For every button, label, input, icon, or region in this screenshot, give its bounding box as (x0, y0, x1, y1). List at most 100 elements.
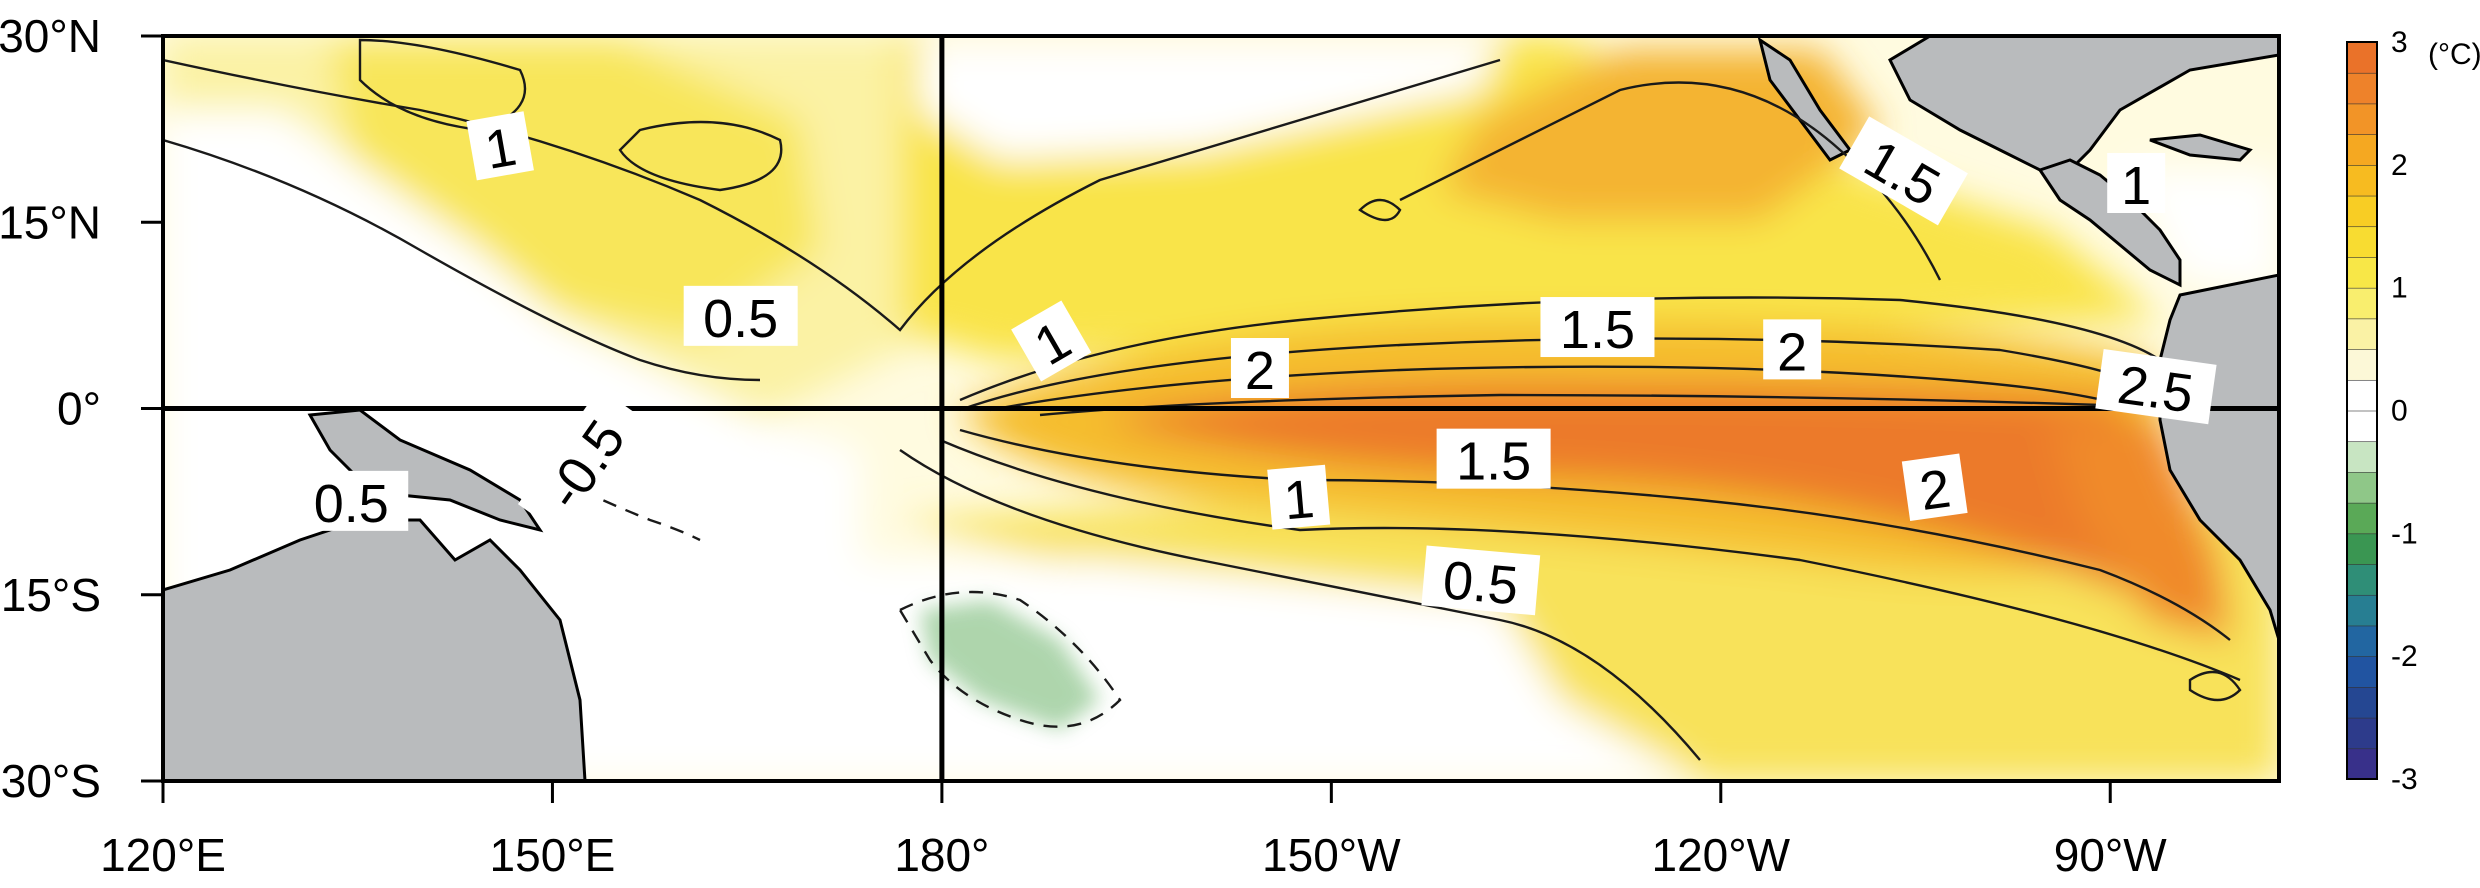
contour-label-text: 0.5 (314, 474, 389, 534)
y-tick-label: 0° (57, 383, 101, 435)
colorbar-band (2346, 502, 2378, 535)
colorbar: 3 2 1 0 -1 -2 -3 (°C) (2346, 26, 2480, 796)
contour-label-text: 2 (1245, 341, 1275, 401)
contour-label-background (2095, 349, 2217, 425)
colorbar-band (2346, 533, 2378, 565)
contour-label-background (1011, 300, 1092, 382)
colorbar-band (2346, 72, 2378, 105)
colorbar-frame (2346, 41, 2378, 780)
contour-label: 2.5 (2095, 349, 2217, 425)
contour-label: 0.5 (1421, 545, 1541, 616)
contour-equator-2.5 (1039, 393, 2101, 417)
colorbar-band (2346, 379, 2378, 412)
contour-label-text: 0.5 (703, 289, 778, 349)
y-tick-label: 30°N (0, 10, 101, 62)
contour-label-background (466, 111, 534, 181)
colorbar-band (2346, 225, 2378, 258)
anomaly-region-ne-pacific-warm (1440, 50, 1880, 220)
contour-equator-2 (989, 365, 2141, 412)
colorbar-ticks: 3 2 1 0 -1 -2 -3 (2391, 26, 2418, 796)
y-tick-label: 15°N (0, 196, 101, 248)
anomaly-region-equatorial-core (1100, 384, 2200, 600)
contour-label: 0.5 (294, 470, 409, 534)
colorbar-band (2346, 563, 2378, 596)
x-tick-label: 150°E (490, 829, 616, 881)
contour-label-text: 1 (1281, 469, 1316, 531)
colorbar-band (2346, 717, 2378, 750)
colorbar-band (2346, 471, 2378, 504)
contour-label-background (1763, 319, 1822, 380)
colorbar-tick-label: 3 (2391, 26, 2408, 59)
map-plot-area: 10.5 1 21.5 22.51.5 11.51 20.50.5 -0.5 (163, 36, 2279, 781)
contour-0.5-north (163, 138, 761, 382)
contour-south-1.5 (959, 428, 2231, 641)
contour-negative-dashed (898, 590, 1122, 728)
contour-label-background (1901, 453, 1968, 521)
contour-label: 1.5 (1436, 428, 1551, 492)
contour-label: 0.5 (683, 285, 798, 349)
colorbar-tick-label: 0 (2391, 395, 2408, 428)
colorbar-band (2346, 287, 2378, 320)
contour-nw-loop (358, 38, 527, 132)
contour-label: 1.5 (1540, 297, 1655, 360)
contour-label: 2 (1763, 319, 1822, 382)
contour-label: 1 (2107, 153, 2166, 216)
colorbar-band (2346, 747, 2378, 780)
contour-label-background (1540, 297, 1655, 358)
land-australia (163, 518, 587, 781)
colorbar-unit-label: (°C) (2428, 38, 2480, 71)
colorbar-band (2346, 625, 2378, 657)
colorbar-band (2346, 686, 2378, 719)
colorbar-band (2346, 655, 2378, 688)
colorbar-band (2346, 256, 2378, 289)
colorbar-tick-label: -2 (2391, 640, 2418, 673)
contour-nw-loop-2 (618, 120, 783, 192)
contour-label: 1 (1011, 300, 1092, 382)
contour-label-background (294, 470, 409, 531)
contour-label-text: 2.5 (2114, 355, 2197, 425)
contour-label: 2 (1901, 453, 1968, 522)
colorbar-tick-label: 1 (2391, 272, 2408, 305)
colorbar-band (2346, 410, 2378, 443)
colorbar-band (2346, 164, 2378, 197)
contour-label: 2 (1230, 338, 1289, 401)
x-tick-label: 150°W (1262, 829, 1401, 881)
contour-label-text: 2 (1777, 322, 1807, 382)
contour-label-text: 0.5 (1441, 550, 1521, 616)
y-tick-label: -15°S (0, 569, 101, 621)
contour-label-background (517, 387, 649, 539)
colorbar-band (2346, 348, 2378, 381)
land-central-america (2037, 158, 2182, 288)
x-axis-ticks: 120°E 150°E 180° 150°W 120°W 90°W (100, 781, 2167, 881)
contour-label-text: 1 (2121, 156, 2151, 216)
contour-south-1 (939, 438, 2241, 682)
y-tick-label: 30°S (1, 755, 101, 807)
contour-ne-small-loop (1358, 198, 1402, 222)
land-baja-california (1757, 36, 1853, 162)
contour-label-background (1230, 338, 1289, 399)
map-panel: 10.5 1 21.5 22.51.5 11.51 20.50.5 -0.5 120°E 15… (0, 10, 2281, 881)
x-tick-label: 120°W (1652, 829, 1791, 881)
contour-1.5-ne (1399, 81, 1942, 281)
sst-anomaly-shading (163, 36, 2279, 781)
contour-label: 1 (1267, 464, 1331, 531)
colorbar-band (2346, 594, 2378, 627)
colorbar-bands (2346, 41, 2378, 780)
contour-coast-loop (2188, 670, 2242, 702)
x-tick-label: 120°E (100, 829, 226, 881)
colorbar-tick-label: -1 (2391, 517, 2418, 550)
x-tick-label: 180° (894, 829, 989, 881)
anomaly-region-coastal-warm (2050, 420, 2230, 640)
colorbar-band (2346, 318, 2378, 350)
colorbar-band (2346, 440, 2378, 473)
colorbar-tick-label: -3 (2391, 763, 2418, 796)
landmasses (163, 36, 2279, 781)
colorbar-band (2346, 41, 2378, 74)
contour-label-background (1839, 116, 1968, 226)
contour-label-background (683, 285, 798, 346)
colorbar-tick-label: 2 (2391, 149, 2408, 182)
anomaly-region-near-zero-north (920, 40, 1500, 160)
land-cuba (2149, 133, 2253, 162)
colorbar-band (2346, 195, 2378, 228)
